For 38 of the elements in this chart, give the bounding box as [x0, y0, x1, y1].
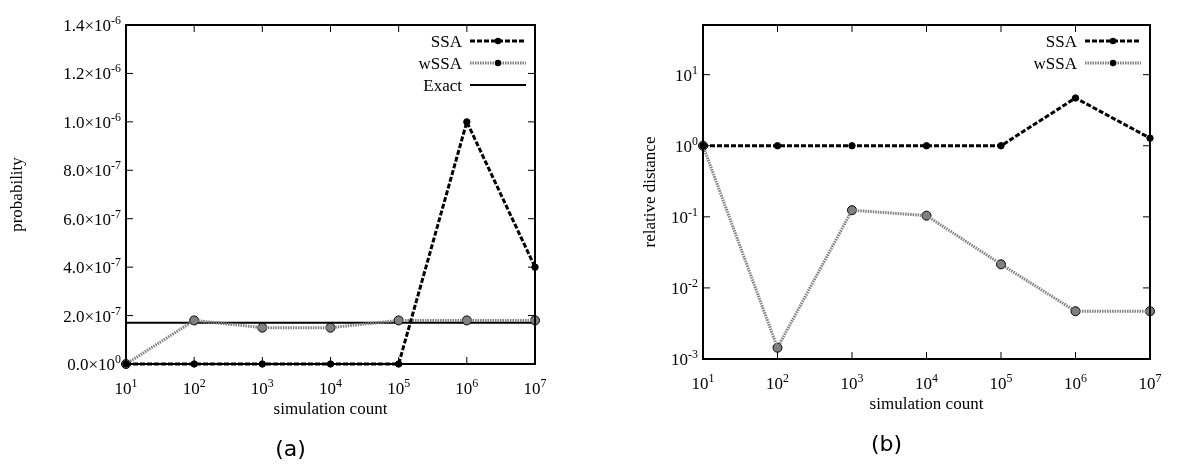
x-tick-label: 10$^{5}$ — [989, 371, 1013, 393]
x-tick-label: 10$^{5}$ — [387, 376, 411, 398]
x-tick-label: 10$^{6}$ — [1064, 371, 1088, 393]
x-tick-label: 10$^{4}$ — [915, 371, 939, 393]
y-tick-label: 1.4×10$^{-6}$ — [63, 13, 122, 35]
y-axis-title: relative distance — [640, 136, 659, 248]
legend-label: SSA — [430, 32, 463, 51]
x-tick-label: 10$^{3}$ — [840, 371, 864, 393]
y-tick-label: 0.0×10$^{0}$ — [67, 352, 122, 374]
legend-label: SSA — [1045, 32, 1078, 51]
y-tick-label: 10$^{-1}$ — [671, 204, 699, 227]
x-tick-label: 10$^{1}$ — [114, 376, 138, 398]
legend-label: Exact — [423, 76, 463, 95]
x-axis-title: simulation count — [869, 394, 984, 413]
x-tick-label: 10$^{1}$ — [691, 371, 715, 393]
x-axis-title: simulation count — [273, 399, 388, 418]
x-tick-label: 10$^{6}$ — [455, 376, 479, 398]
x-tick-label: 10$^{2}$ — [766, 371, 790, 393]
y-tick-label: 1.0×10$^{-6}$ — [63, 109, 122, 132]
x-tick-label: 10$^{2}$ — [182, 376, 206, 398]
text: (b) — [870, 431, 903, 456]
y-tick-label: 10$^{-3}$ — [671, 347, 699, 369]
x-tick-label: 10$^{4}$ — [319, 376, 343, 398]
legend-label: wSSA — [1033, 54, 1078, 73]
y-tick-label: 1.2×10$^{-6}$ — [63, 61, 122, 84]
y-tick-label: 2.0×10$^{-7}$ — [63, 303, 122, 326]
x-tick-label: 10$^{7}$ — [523, 376, 547, 398]
y-tick-label: 4.0×10$^{-7}$ — [63, 255, 122, 278]
y-axis-title: probability — [7, 156, 26, 232]
y-tick-label: 10$^{-2}$ — [671, 275, 699, 298]
y-tick-label: 8.0×10$^{-7}$ — [63, 158, 122, 181]
y-tick-label: 10$^{1}$ — [675, 62, 699, 85]
x-tick-label: 10$^{7}$ — [1138, 371, 1162, 393]
y-tick-label: 6.0×10$^{-7}$ — [63, 206, 122, 229]
x-tick-label: 10$^{3}$ — [250, 376, 274, 398]
text: (a) — [275, 436, 306, 461]
legend-label: wSSA — [418, 54, 463, 73]
y-tick-label: 10$^{0}$ — [675, 133, 699, 156]
